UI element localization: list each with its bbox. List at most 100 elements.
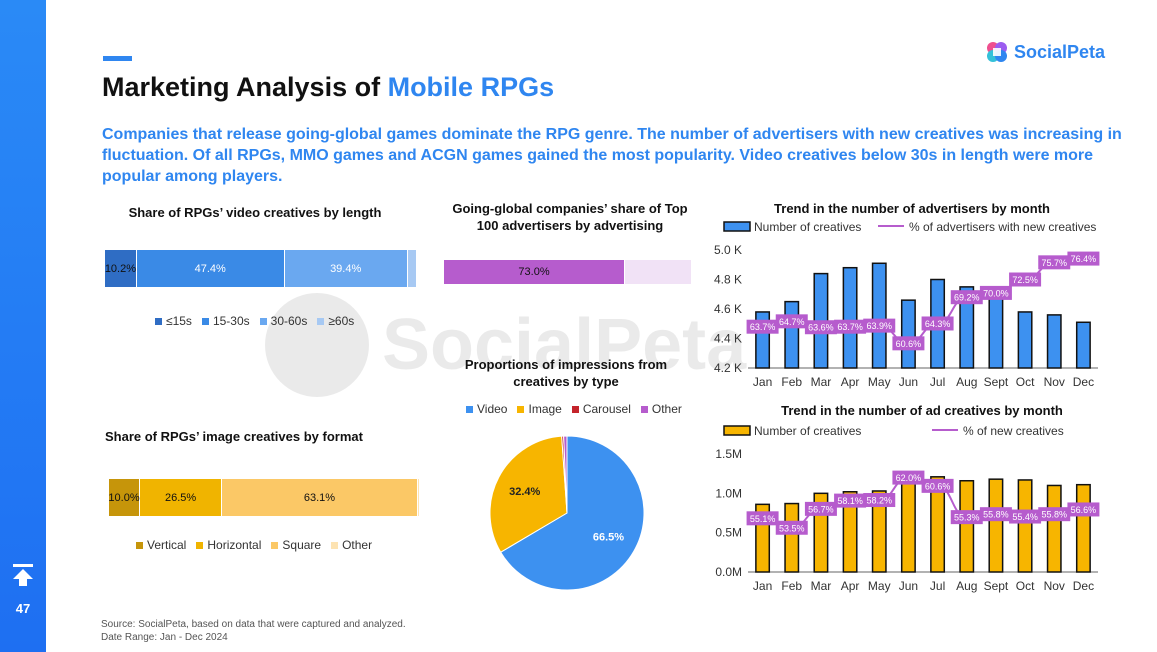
image-format-segment: 26.5% [140, 479, 222, 516]
data-label: 72.5% [1009, 272, 1042, 287]
video-length-segment: 10.2% [105, 250, 136, 287]
bar [871, 490, 887, 573]
x-tick-label: Oct [1016, 375, 1035, 389]
data-label: 63.9% [863, 318, 896, 333]
data-label-text: 64.3% [925, 319, 951, 329]
impressions-legend: Video Image Carousel Other [466, 402, 682, 416]
x-tick-label: Jan [753, 579, 772, 593]
legend-swatch [317, 317, 325, 325]
data-label: 56.7% [804, 501, 837, 516]
video-length-segment: 39.4% [284, 250, 407, 287]
data-label-bg [921, 316, 954, 331]
bar [842, 266, 858, 369]
pie-slice [500, 435, 645, 591]
legend-bar-label: Number of creatives [754, 220, 861, 234]
legend-line-label: % of advertisers with new creatives [909, 220, 1096, 234]
impressions-title: Proportions of impressions from creative… [464, 357, 668, 389]
data-label-text: 55.4% [1012, 512, 1038, 522]
pie-slice [563, 435, 568, 514]
data-label-bg [1067, 251, 1100, 266]
x-tick-label: Mar [811, 375, 832, 389]
title-accent [103, 56, 132, 61]
data-label-bg [834, 319, 867, 334]
data-label: 58.1% [834, 493, 867, 508]
data-label: 64.3% [921, 316, 954, 331]
data-label-bg [892, 336, 925, 351]
legend-item: Carousel [571, 402, 631, 416]
bar [871, 262, 887, 369]
legend-line-label: % of new creatives [963, 424, 1064, 438]
pie-slice-label: 32.4% [509, 486, 540, 498]
data-label-text: 58.1% [837, 496, 863, 506]
data-label-bg [1038, 507, 1071, 522]
image-format-title: Share of RPGs’ image creatives by format [105, 429, 363, 444]
data-label-bg [1009, 272, 1042, 287]
image-format-segment: 63.1% [222, 479, 417, 516]
bar [1046, 314, 1062, 369]
title-highlight: Mobile RPGs [387, 72, 555, 102]
y-tick-label: 4.4 K [714, 332, 742, 346]
x-tick-label: Jan [753, 375, 772, 389]
pie-slice-label: 66.5% [593, 532, 624, 544]
video-length-segment [407, 250, 416, 287]
data-label-bg [863, 318, 896, 333]
bar [988, 478, 1004, 573]
x-tick-label: Apr [841, 579, 860, 593]
x-tick-label: Jul [930, 375, 945, 389]
source-note: Source: SocialPeta, based on data that w… [101, 618, 406, 644]
legend-bar-label: Number of creatives [754, 424, 861, 438]
data-label-text: 72.5% [1012, 275, 1038, 285]
going-global-bar: 73.0% [444, 260, 692, 284]
data-label-bg [950, 290, 983, 305]
legend-item: Vertical [136, 538, 186, 552]
data-label-text: 60.6% [896, 339, 922, 349]
bar [900, 481, 916, 573]
y-tick-label: 5.0 K [714, 243, 742, 257]
data-label-bg [863, 493, 896, 508]
data-label: 56.6% [1067, 502, 1100, 517]
y-tick-label: 0.0M [715, 565, 742, 579]
data-label-text: 60.6% [925, 481, 951, 491]
back-to-top-icon[interactable] [12, 563, 34, 587]
data-label: 63.7% [746, 319, 779, 334]
data-label: 69.2% [950, 290, 983, 305]
data-label-text: 55.8% [983, 510, 1009, 520]
brand-logo: SocialPeta [985, 39, 1105, 65]
legend-swatch [571, 405, 579, 413]
data-label-text: 63.6% [808, 323, 834, 333]
video-length-bar: 10.2% 47.4% 39.4% [105, 250, 417, 287]
data-label-bg [775, 314, 808, 329]
data-label-text: 63.9% [866, 321, 892, 331]
data-label: 60.6% [921, 478, 954, 493]
data-label-text: 56.6% [1071, 505, 1097, 515]
page-number: 47 [15, 601, 31, 616]
bar [959, 479, 975, 573]
pie-slice [489, 435, 568, 553]
video-length-legend: ≤15s 15-30s 30-60s ≥60s [155, 314, 354, 328]
data-label: 55.1% [746, 511, 779, 526]
x-tick-label: Nov [1044, 375, 1065, 389]
legend-bar-swatch [723, 221, 751, 232]
data-label-text: 64.7% [779, 317, 805, 327]
legend-swatch [271, 541, 279, 549]
data-label-bg [1067, 502, 1100, 517]
data-label-text: 56.7% [808, 504, 834, 514]
data-label: 63.7% [834, 319, 867, 334]
data-label: 55.8% [1038, 507, 1071, 522]
sidebar: 47 [0, 0, 46, 652]
legend-swatch [517, 405, 525, 413]
data-label-bg [892, 470, 925, 485]
data-label-bg [834, 493, 867, 508]
data-label-bg [746, 319, 779, 334]
x-tick-label: Aug [956, 579, 977, 593]
image-format-segment [417, 479, 419, 516]
date-range-line: Date Range: Jan - Dec 2024 [101, 632, 228, 643]
page-title: Marketing Analysis of Mobile RPGs [102, 72, 554, 103]
watermark-text: SocialPeta [382, 305, 747, 385]
video-length-title: Share of RPGs’ video creatives by length [128, 205, 382, 220]
x-tick-label: Oct [1016, 579, 1035, 593]
data-label-text: 75.7% [1041, 258, 1067, 268]
y-tick-label: 1.5M [715, 447, 742, 461]
advertisers-trend-title: Trend in the number of advertisers by mo… [774, 201, 1050, 216]
legend-item: Square [271, 538, 321, 552]
